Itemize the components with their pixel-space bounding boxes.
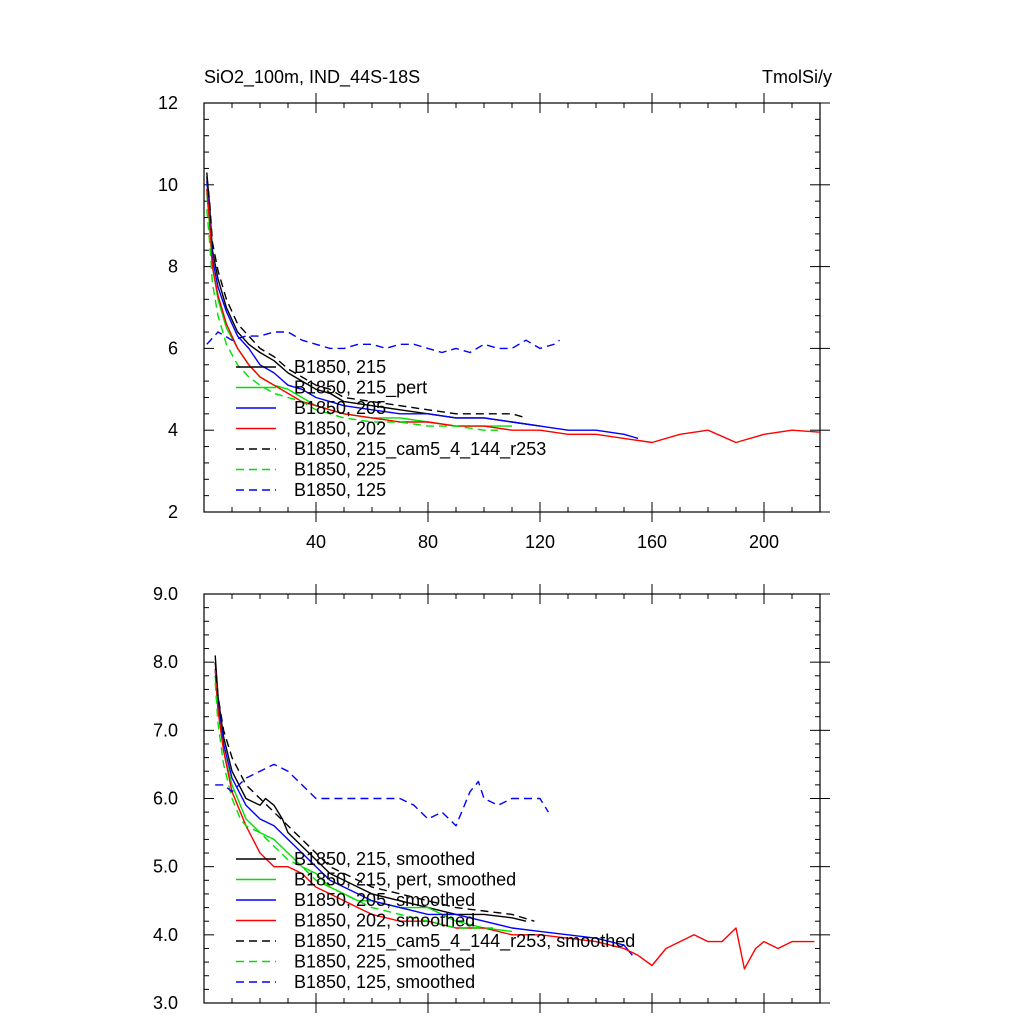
series-line-7 [215, 763, 549, 827]
chart-title-right: TmolSi/y [762, 67, 832, 87]
y-tick-label: 7.0 [153, 720, 178, 740]
legend-label: B1850, 225 [294, 460, 386, 480]
legend-label: B1850, 205, smoothed [294, 890, 475, 910]
legend-label: B1850, 202 [294, 419, 386, 439]
y-tick-label: 5.0 [153, 857, 178, 877]
x-tick-label: 120 [525, 532, 555, 552]
legend-label: B1850, 202, smoothed [294, 911, 475, 931]
legend-label: B1850, 215 [294, 357, 386, 377]
y-tick-label: 6.0 [153, 789, 178, 809]
series-line-4 [206, 188, 820, 444]
series-line-6 [206, 209, 498, 431]
legend-label: B1850, 125, smoothed [294, 972, 475, 992]
y-tick-label: 4 [168, 420, 178, 440]
legend-label: B1850, 215_cam5_4_144_r253, smoothed [294, 931, 635, 952]
legend-label: B1850, 215, pert, smoothed [294, 870, 516, 890]
x-tick-label: 80 [418, 532, 438, 552]
y-tick-label: 3.0 [153, 993, 178, 1013]
chart-title-left: SiO2_100m, IND_44S-18S [204, 67, 420, 88]
legend-label: B1850, 215_cam5_4_144_r253 [294, 439, 546, 460]
legend-label: B1850, 215_pert [294, 378, 427, 399]
y-tick-label: 6 [168, 338, 178, 358]
x-tick-label: 160 [637, 532, 667, 552]
series-line-3 [206, 180, 639, 440]
y-tick-label: 8 [168, 257, 178, 277]
series-line-2 [214, 675, 513, 933]
y-tick-label: 10 [158, 175, 178, 195]
series-line-5 [206, 176, 527, 419]
panel-smoothed: 3.0 4.0 5.0 6.0 7.0 8.0 9.0 B1850, 215, smoothe… [153, 584, 830, 1013]
y-tick-label: 4.0 [153, 925, 178, 945]
series-line-5 [214, 662, 535, 922]
x-tick-label: 200 [749, 532, 779, 552]
y-tick-label: 8.0 [153, 652, 178, 672]
y-tick-label: 12 [158, 93, 178, 113]
series-line-7 [206, 331, 561, 354]
legend-label: B1850, 205 [294, 398, 386, 418]
legend-label: B1850, 125 [294, 480, 386, 500]
y-tick-label: 9.0 [153, 584, 178, 604]
legend-label: B1850, 225, smoothed [294, 952, 475, 972]
x-tick-label: 40 [306, 532, 326, 552]
series-line-6 [214, 682, 498, 929]
y-tick-label: 2 [168, 502, 178, 522]
series-line-4 [214, 668, 815, 970]
series-line-3 [214, 668, 633, 956]
legend-label: B1850, 215, smoothed [294, 849, 475, 869]
